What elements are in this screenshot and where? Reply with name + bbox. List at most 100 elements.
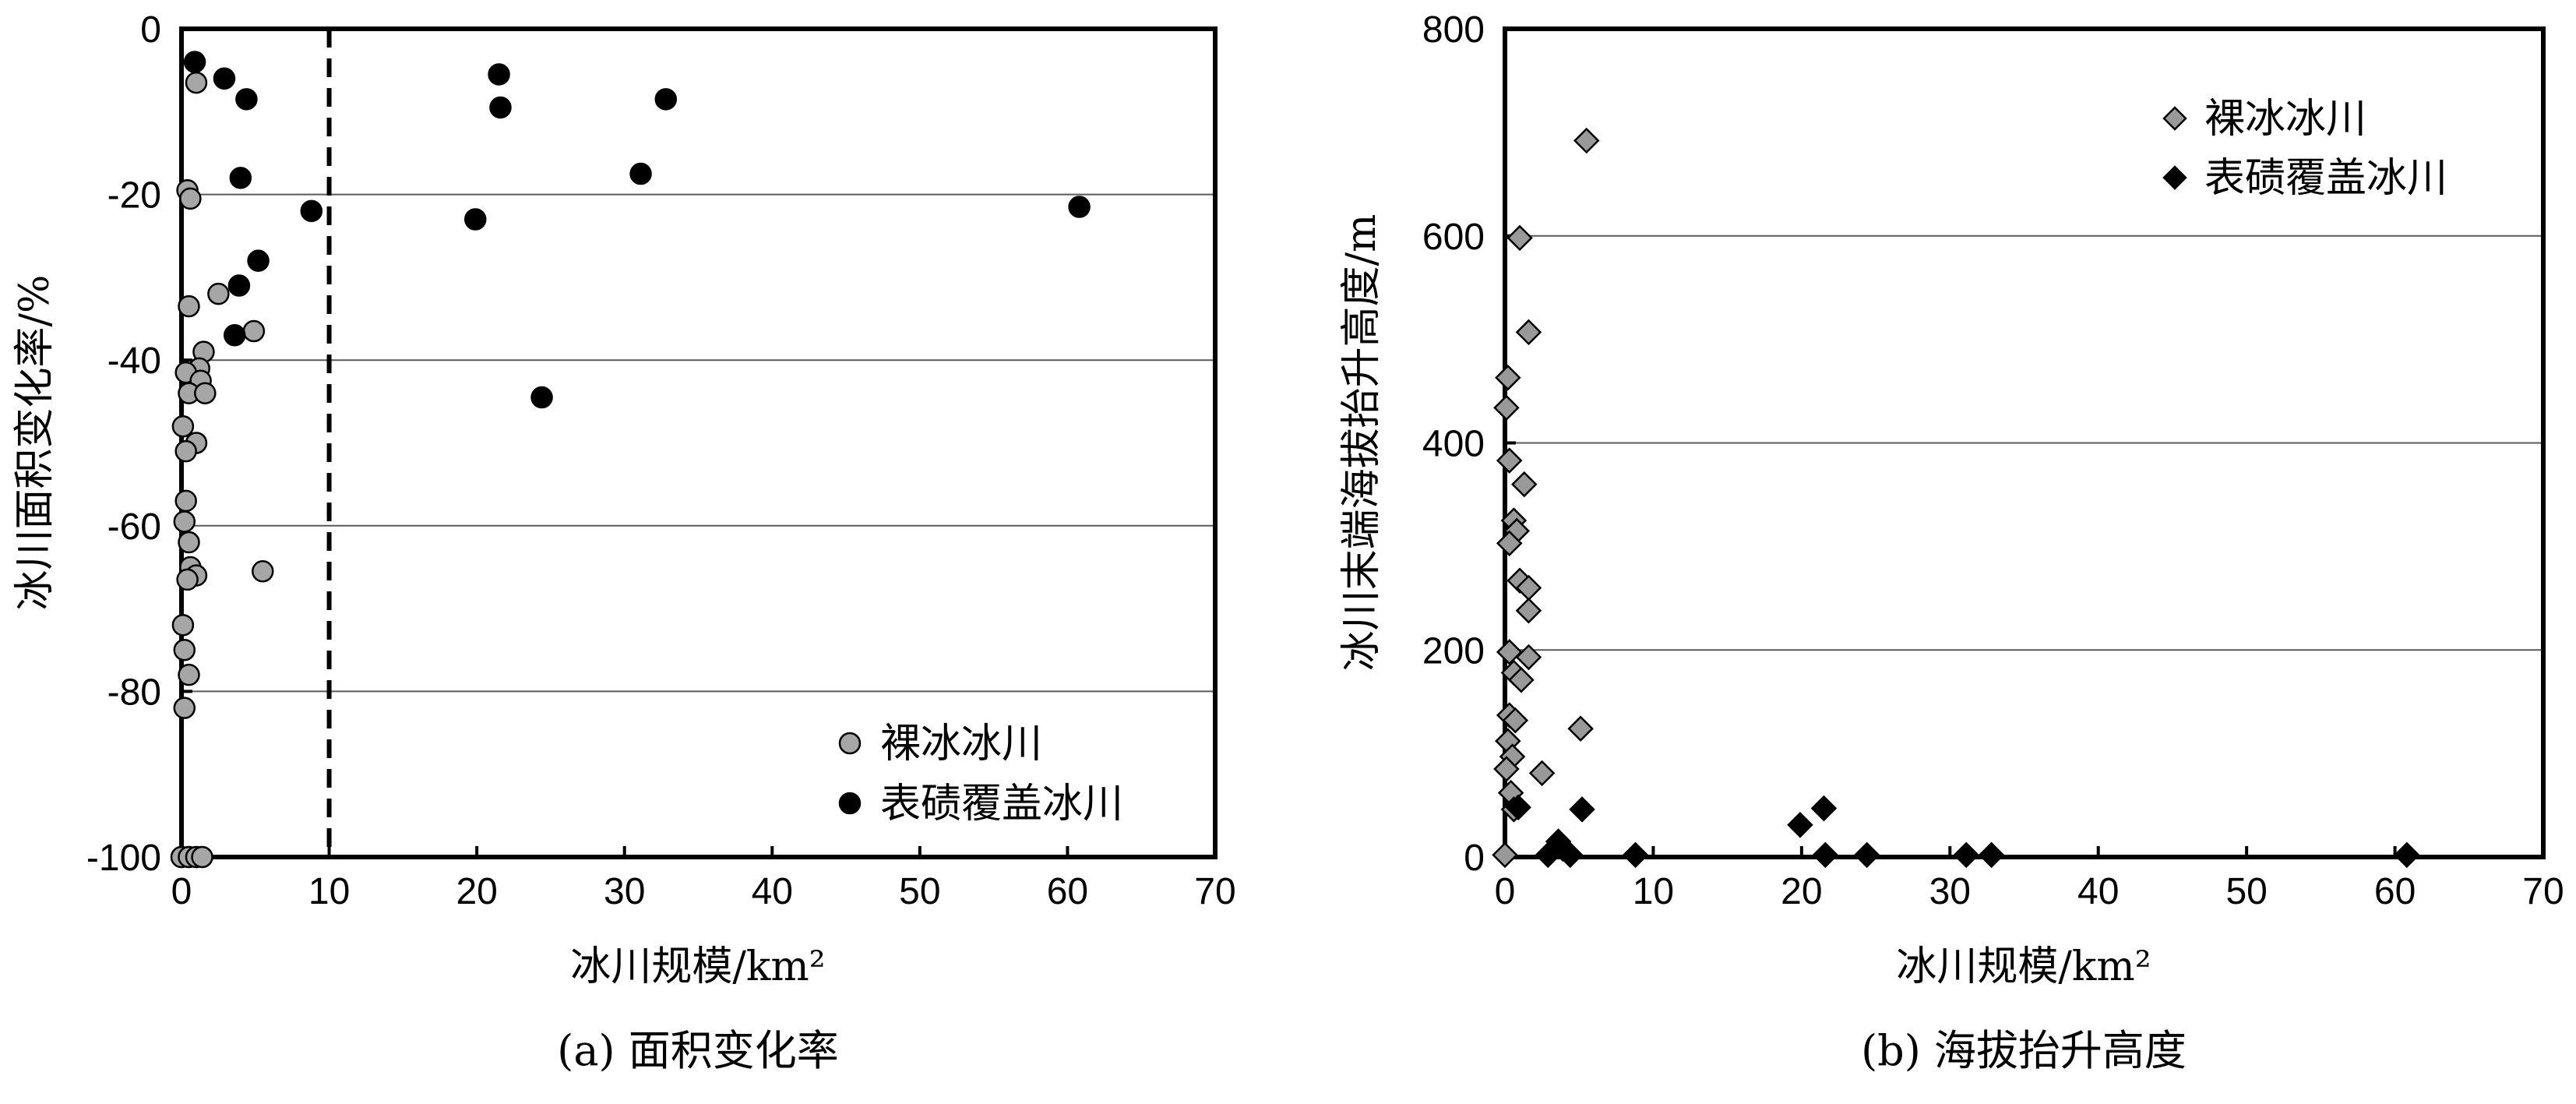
data-point xyxy=(1557,841,1584,869)
data-point xyxy=(1506,224,1533,252)
legend-marker xyxy=(2162,106,2187,131)
data-point xyxy=(1515,644,1542,671)
x-tick-label: 40 xyxy=(752,871,793,912)
data-point xyxy=(1510,471,1538,498)
data-point xyxy=(1496,530,1523,557)
y-tick-label: 200 xyxy=(1422,630,1485,672)
y-tick-label: -40 xyxy=(107,340,161,382)
data-point xyxy=(229,167,252,189)
data-point xyxy=(242,319,266,343)
data-point xyxy=(1535,841,1561,869)
data-point xyxy=(223,324,246,347)
data-point xyxy=(1502,707,1529,734)
data-point xyxy=(252,560,274,583)
data-point xyxy=(1567,715,1594,742)
panel-b-elevation-rise-chart: 0 10 20 30 40 50 60 70 0 200 400 600 800 裸冰冰川表碛覆盖冰川冰川… xyxy=(1338,9,2564,1075)
x-tick-label: 30 xyxy=(604,871,645,912)
x-tick-label: 60 xyxy=(1047,871,1088,912)
y-tick-label: -80 xyxy=(107,672,161,713)
series-bare-ice xyxy=(170,71,274,869)
legend-label: 裸冰冰川 xyxy=(2204,96,2366,143)
data-point xyxy=(173,639,196,661)
data-point xyxy=(1495,365,1521,391)
data-point xyxy=(1787,812,1813,838)
legend-label: 表碛覆盖冰川 xyxy=(2204,155,2447,202)
series-debris-covered xyxy=(1505,794,2420,869)
y-tick-label: -60 xyxy=(107,506,161,548)
data-point xyxy=(191,845,213,869)
data-point xyxy=(178,295,200,318)
y-tick-label: -20 xyxy=(107,175,161,217)
data-point xyxy=(185,71,208,94)
x-tick-label: 0 xyxy=(1495,871,1516,912)
x-tick-label: 20 xyxy=(456,871,497,912)
data-point xyxy=(171,414,195,438)
y-tick-label: 600 xyxy=(1422,217,1485,258)
data-point xyxy=(530,386,553,409)
x-axis-title: 冰川规模/km² xyxy=(1896,944,2151,990)
data-point xyxy=(1569,796,1595,823)
x-tick-label: 30 xyxy=(1929,871,1971,912)
y-tick-label: 800 xyxy=(1422,9,1485,51)
x-tick-label: 70 xyxy=(2522,871,2564,912)
panel-a-area-change-chart: 0 10 20 30 40 50 60 70 -100 -80 -60 -40 -20 0 裸冰冰川表碛覆盖… xyxy=(12,9,1236,1075)
data-point xyxy=(1953,841,1980,869)
x-tick-label: 10 xyxy=(308,871,350,912)
data-point xyxy=(178,531,200,554)
legend-marker xyxy=(2162,165,2187,190)
data-point xyxy=(247,249,270,272)
plot-frame xyxy=(179,26,1218,859)
data-point xyxy=(213,67,236,90)
data-point xyxy=(174,489,197,513)
legend-marker xyxy=(838,792,862,815)
series-debris-covered xyxy=(183,51,1091,409)
data-point xyxy=(1573,127,1600,154)
y-tick-label: 0 xyxy=(1464,838,1485,879)
y-axis-title: 冰川面积变化率/% xyxy=(12,275,58,611)
data-point xyxy=(1492,841,1518,869)
x-tick-label: 50 xyxy=(899,871,940,912)
data-point xyxy=(1622,841,1649,869)
x-tick-label: 50 xyxy=(2225,871,2267,912)
data-point xyxy=(194,382,217,404)
x-tick-label: 60 xyxy=(2374,871,2416,912)
y-tick-label: -100 xyxy=(86,838,161,879)
data-point xyxy=(227,274,251,297)
x-tick-label: 0 xyxy=(171,871,192,912)
data-point xyxy=(1812,841,1839,869)
data-point xyxy=(629,162,652,185)
data-point xyxy=(1508,667,1535,693)
data-point xyxy=(1496,639,1523,665)
data-point xyxy=(183,51,206,73)
data-point xyxy=(1810,795,1838,822)
data-point xyxy=(178,663,200,686)
data-point xyxy=(1528,760,1556,787)
data-point xyxy=(1068,196,1091,218)
data-point xyxy=(207,282,230,305)
data-point xyxy=(171,614,195,637)
data-point xyxy=(654,88,678,111)
data-point xyxy=(1496,447,1523,474)
series-bare-ice xyxy=(1492,127,1600,869)
x-tick-label: 20 xyxy=(1781,871,1822,912)
data-point xyxy=(174,439,197,463)
data-point xyxy=(1493,394,1520,421)
panel-caption: (b) 海拔抬升高度 xyxy=(1861,1026,2187,1075)
data-point xyxy=(1493,756,1520,782)
x-axis-title: 冰川规模/km² xyxy=(570,944,825,990)
data-point xyxy=(489,96,512,119)
data-point xyxy=(488,63,510,86)
panel-caption: (a) 面积变化率 xyxy=(557,1026,839,1075)
data-point xyxy=(1515,319,1542,346)
data-point xyxy=(463,208,487,231)
data-point xyxy=(173,510,196,533)
data-point xyxy=(1978,841,2005,869)
data-point xyxy=(300,199,323,223)
x-tick-label: 70 xyxy=(1194,871,1235,912)
data-point xyxy=(2394,841,2420,869)
x-tick-label: 10 xyxy=(1633,871,1674,912)
legend-marker xyxy=(838,732,862,755)
data-point xyxy=(173,697,196,719)
